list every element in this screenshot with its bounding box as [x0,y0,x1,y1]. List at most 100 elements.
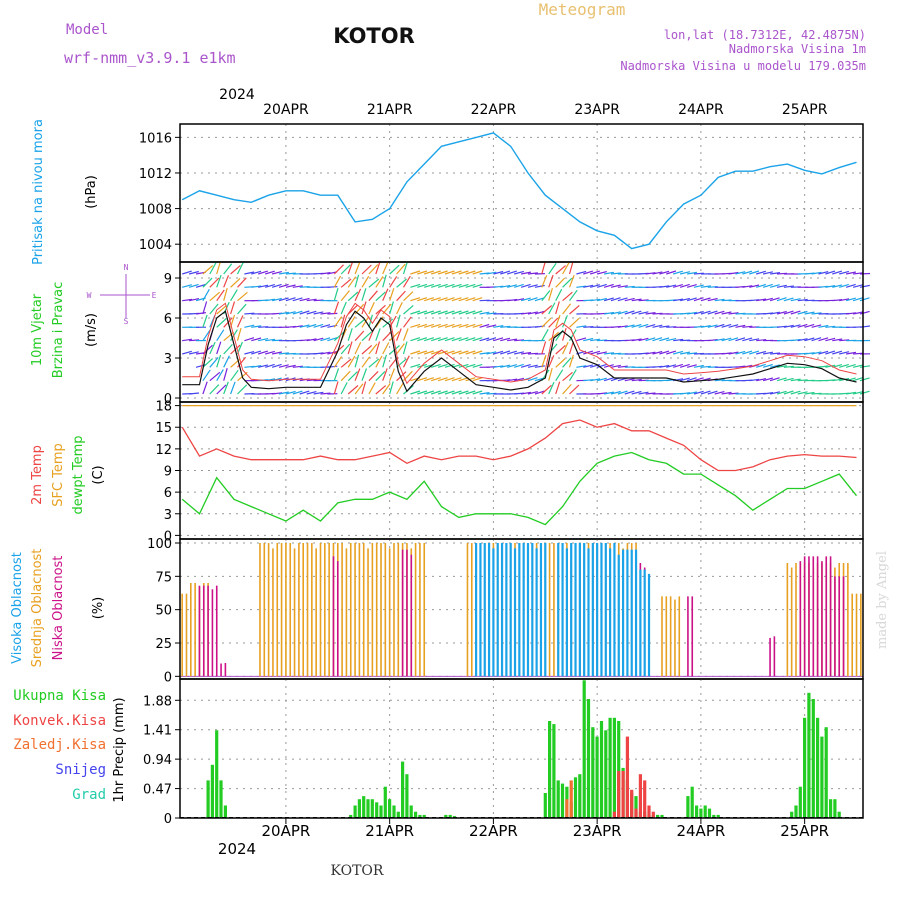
precip-total-bar [803,717,807,818]
precip-total-bar [599,721,604,818]
precip-total-bar [405,774,409,818]
wind-barb [534,310,545,315]
wind-barb [223,381,229,395]
wind-barb [216,304,227,315]
wind-barb [236,262,244,275]
wind-barb [839,351,850,355]
wind-barb [265,338,276,342]
wind-barb [839,339,850,342]
wind-barb [679,363,690,368]
cloud-ylabel-low: Niska Oblacnost [51,556,66,661]
wind-barb [590,350,601,355]
wind-barb [562,291,573,302]
wind-barb [852,284,863,288]
bottom-day-label: 20APR [261,822,310,840]
wind-barb [437,377,448,382]
wind-barb [569,317,580,328]
temperature-ytick-label: 15 [155,421,172,436]
wind-barb [424,350,434,355]
wind-barb [590,270,600,275]
wind-barb [693,297,704,302]
wind-barb [555,369,564,382]
wind-barb [209,262,217,275]
wind-barb [292,310,303,315]
precipitation-ytick-label: 0 [164,812,172,827]
wind-barb [313,337,324,342]
wind-barb [417,270,428,275]
precipitation-ytick-label: 0.94 [143,753,172,768]
precip-total-bar [375,802,379,818]
wind-barb [437,297,448,302]
wind-barb [845,283,856,288]
wind-barb [700,285,711,288]
wind-barb [756,350,767,355]
wind-barb [520,364,531,368]
wind-barb [762,283,773,288]
precipitation-ytick-label: 0.47 [143,783,172,798]
pressure-unit: (hPa) [84,175,99,209]
wind-barb [209,303,219,315]
wind-barb [458,350,469,355]
wind-barb [437,310,448,315]
wind-barb [714,310,725,315]
precip-total-bar [824,727,828,818]
precip-total-bar [388,799,392,818]
precip-total-bar [548,721,552,818]
wind-barb [347,304,359,315]
wind-barb [742,350,753,355]
wind-barb [396,290,406,302]
wind-barb [749,338,760,342]
product-title: Meteogram [539,0,626,19]
wind-barb [424,323,434,328]
precip-label-conv: Konvek.Kisa [13,713,106,729]
wind-barb [285,284,296,288]
wind-barb [486,337,497,342]
wind-barb [320,312,331,315]
temperature-frame [179,401,864,540]
cloud-ylabel-high: Visoka Oblacnost [10,552,25,664]
wind-barb [686,284,697,288]
precip-total-bar [349,814,353,818]
wind-barb [604,311,615,315]
wind-barb [555,301,560,315]
precip-total-bar [379,805,383,818]
wind-barb [251,350,262,355]
wind-barb [313,391,324,395]
wind-barb [389,315,397,328]
wind-barb [472,337,483,342]
wind-barb [742,325,753,328]
wind-barb [354,368,361,381]
precip-total-bar [837,811,841,818]
wind-barb [707,297,718,302]
wind-barb [437,390,448,395]
wind-barb [465,297,476,302]
wind-barb [700,365,711,368]
wind-barb [721,337,732,342]
wind-barb [410,283,421,288]
wind-barb [285,390,296,395]
wind-barb [216,329,225,342]
wind-barb [244,351,255,355]
wind-barb [285,272,296,275]
wind-barb [534,365,545,368]
wind-barb [472,377,483,382]
wind-barb [278,352,289,355]
wind-barb [756,270,766,275]
wind-barb [603,271,615,275]
cloud-ylabel-mid: Srednja Oblacnost [30,549,45,668]
wind-barb [631,310,642,315]
wind-barb [209,371,221,382]
precip-total-bar [716,814,720,818]
wind-barb [638,323,649,328]
wind-barb [278,364,289,368]
wind-barb [389,301,394,315]
wind-barb [555,314,561,328]
pressure-ylabel: Pritisak na nivou mora [31,119,46,265]
wind-barb [686,364,697,368]
wind-barb [368,278,380,288]
wind-barb [583,270,594,275]
wind-barb [361,356,371,368]
temperature-axis-title: 2m Temp SFC Temp dewpt Temp (C) [30,435,106,514]
wind-barb [410,310,421,315]
wind-barb [576,337,587,342]
